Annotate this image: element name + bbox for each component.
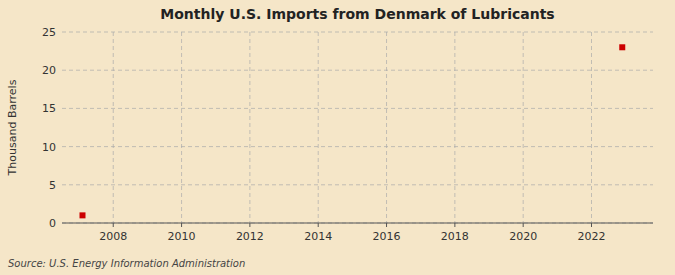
x-grid-line [249, 32, 250, 223]
x-tick [523, 223, 524, 227]
x-grid-line [181, 32, 182, 223]
source-note: Source: U.S. Energy Information Administ… [8, 258, 245, 269]
x-tick-label: 2020 [509, 230, 537, 243]
chart: 2008 2010 2012 2014 2016 2018 2020 2022 0 5 10 15 20… [0, 0, 675, 275]
y-tick-label: 20 [42, 64, 56, 77]
y-grid-line [62, 184, 653, 185]
x-tick-label: 2014 [304, 230, 332, 243]
x-grid-line [386, 32, 387, 223]
grid [62, 32, 653, 223]
point [79, 212, 85, 218]
x-tick [386, 223, 387, 227]
x-grid-line [454, 32, 455, 223]
x-tick-label: 2016 [373, 230, 401, 243]
x-tick-label: 2012 [236, 230, 264, 243]
x-axis-line [62, 223, 653, 224]
x-tick [249, 223, 250, 227]
x-tick [454, 223, 455, 227]
x-tick-label: 2008 [99, 230, 127, 243]
y-axis-label: Thousand Barrels [6, 79, 19, 176]
points [79, 44, 625, 218]
x-tick-label: 2018 [441, 230, 469, 243]
x-grid-line [318, 32, 319, 223]
y-tick-label: 25 [42, 26, 56, 39]
y-grid-line [62, 108, 653, 109]
y-tick-label: 0 [49, 217, 56, 230]
y-tick-label: 5 [49, 179, 56, 192]
x-tick [318, 223, 319, 227]
y-grid-line [62, 32, 653, 33]
x-grid-line [591, 32, 592, 223]
y-grid-line [62, 70, 653, 71]
title: Monthly U.S. Imports from Denmark of Lub… [160, 6, 554, 22]
y-axis: 0 5 10 15 20 25 [42, 26, 56, 230]
point [619, 44, 625, 50]
y-grid-line [62, 223, 653, 224]
y-tick-label: 10 [42, 141, 56, 154]
x-tick [113, 223, 114, 227]
y-tick-label: 15 [42, 102, 56, 115]
x-grid-line [523, 32, 524, 223]
x-axis: 2008 2010 2012 2014 2016 2018 2020 2022 [99, 223, 605, 243]
x-tick [181, 223, 182, 227]
y-grid-line [62, 146, 653, 147]
x-tick-label: 2022 [578, 230, 606, 243]
background [0, 0, 675, 275]
x-grid-line [113, 32, 114, 223]
chart-container: 2008 2010 2012 2014 2016 2018 2020 2022 0 5 10 15 20… [0, 0, 675, 275]
x-tick [591, 223, 592, 227]
x-tick-label: 2010 [168, 230, 196, 243]
